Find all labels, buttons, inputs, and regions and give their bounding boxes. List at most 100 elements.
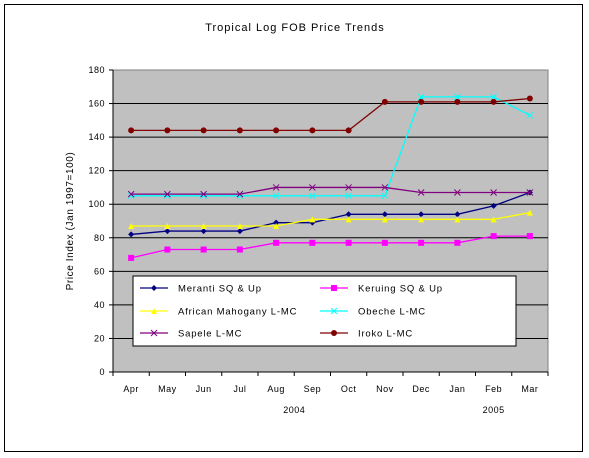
y-tick-label: 100 [88, 199, 105, 209]
legend-label: Iroko L-MC [358, 329, 413, 340]
data-point [127, 190, 135, 198]
x-tick-label: Aug [267, 384, 285, 394]
data-point [345, 192, 352, 200]
data-point [381, 211, 388, 218]
data-point [454, 189, 461, 196]
data-point [164, 228, 171, 235]
series-group [127, 93, 534, 261]
data-point [345, 239, 352, 246]
data-point [345, 127, 352, 134]
legend-label: Keruing SQ & Up [358, 284, 443, 295]
data-point [345, 184, 352, 191]
x-tick-label: Oct [341, 384, 357, 394]
data-point [331, 285, 337, 291]
legend-item: Meranti SQ & Up [140, 284, 262, 295]
data-point [200, 246, 207, 253]
data-point [490, 202, 497, 209]
year-label: 2005 [483, 405, 505, 415]
data-point [418, 216, 425, 223]
series-line [131, 97, 530, 132]
legend-label: Meranti SQ & Up [178, 284, 262, 295]
data-point [128, 223, 135, 230]
y-axis-label: Price Index (Jan 1997=100) [65, 152, 76, 291]
x-tick-label: Mar [521, 384, 538, 394]
data-point [128, 231, 135, 238]
x-tick-label: Nov [376, 384, 394, 394]
data-point [526, 111, 534, 119]
series-line [130, 235, 530, 259]
x-tick-label: Jul [233, 384, 246, 394]
series-line [131, 191, 531, 236]
data-point [150, 329, 158, 337]
data-point [200, 127, 207, 134]
data-point [454, 216, 461, 223]
data-point [418, 211, 425, 218]
y-tick-label: 60 [94, 266, 105, 276]
legend-item: African Mahogany L-MC [140, 307, 296, 318]
data-point [273, 239, 280, 246]
data-point [418, 98, 425, 105]
data-point [345, 211, 352, 218]
legend-item: Iroko L-MC [320, 329, 413, 340]
data-point [309, 239, 316, 246]
data-point [381, 239, 388, 246]
y-tick-label: 0 [99, 367, 105, 377]
data-point [200, 223, 207, 230]
series-line [131, 96, 531, 197]
data-point [331, 330, 337, 336]
data-point [273, 223, 280, 230]
data-point [236, 127, 243, 134]
y-tick-label: 140 [88, 132, 105, 142]
y-tick-label: 180 [88, 65, 105, 75]
x-tick-label: Jan [449, 384, 465, 394]
x-tick-label: Sep [304, 384, 322, 394]
legend-label: Obeche L-MC [358, 307, 426, 318]
legend: Meranti SQ & Up Keruing SQ & Up African Ma… [132, 275, 517, 347]
x-tick-label: Dec [412, 384, 430, 394]
data-point [273, 127, 280, 134]
data-point [128, 254, 135, 261]
data-point [526, 95, 533, 102]
data-point [490, 189, 497, 196]
data-point [526, 209, 533, 216]
y-tick-label: 80 [94, 233, 105, 243]
data-point [200, 228, 207, 235]
data-point [418, 239, 425, 246]
data-point [454, 211, 461, 218]
data-point [454, 93, 461, 101]
data-point [236, 246, 243, 253]
series-african-mahogany-l-mc [128, 209, 533, 230]
data-point [236, 190, 244, 198]
data-point [490, 216, 497, 223]
data-point [272, 184, 280, 191]
series-iroko-l-mc [128, 95, 533, 134]
data-point [128, 127, 135, 134]
x-tick-label: Jun [196, 384, 212, 394]
data-point [236, 223, 243, 230]
x-tick-label: May [158, 384, 177, 394]
data-point [381, 98, 388, 105]
data-point [526, 189, 534, 196]
data-point [381, 192, 389, 200]
data-point [490, 233, 497, 240]
series-line [131, 186, 530, 195]
data-point [164, 127, 171, 134]
y-tick-label: 20 [94, 333, 105, 343]
data-point [164, 223, 171, 230]
data-point [273, 219, 280, 226]
series-keruing-sq-up [128, 233, 533, 261]
data-point [454, 98, 461, 105]
data-point [164, 246, 171, 253]
data-point [490, 98, 497, 105]
y-tick-label: 160 [88, 99, 105, 109]
year-label: 2004 [283, 405, 305, 415]
legend-item: Obeche L-MC [320, 307, 426, 318]
data-point [490, 93, 497, 101]
data-point [164, 190, 171, 198]
series-sapele-l-mc [127, 184, 534, 198]
data-point [526, 233, 533, 240]
y-tick-label: 120 [88, 166, 105, 176]
data-point [236, 228, 243, 235]
data-point [151, 308, 157, 314]
